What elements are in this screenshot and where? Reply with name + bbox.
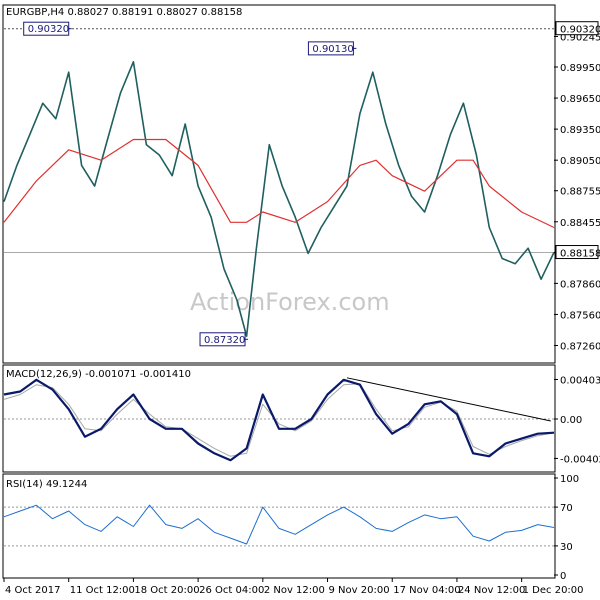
macd-ytick-label: -0.004021	[560, 454, 600, 465]
price-ytick-label: 0.87560	[560, 310, 600, 321]
rsi-ytick-label: 100	[560, 474, 579, 485]
price-ytick-label: 0.88755	[560, 187, 600, 198]
price-ytick-label: 0.87260	[560, 342, 600, 353]
rsi-header: RSI(14) 49.1244	[6, 479, 87, 490]
macd-header: MACD(12,26,9) -0.001071 -0.001410	[6, 369, 191, 380]
rsi-panel-frame	[2, 473, 556, 579]
x-tick-label: 2 Nov 12:00	[264, 585, 325, 596]
price-ytick-label: 0.89650	[560, 94, 600, 105]
watermark: ActionForex.com	[190, 288, 390, 316]
top-price-label: 0.90320	[560, 25, 600, 36]
last-price-box	[555, 245, 599, 260]
macd-ytick-label: 0.00403	[560, 375, 600, 386]
x-tick-label: 24 Nov 12:00	[458, 585, 525, 596]
annotation-label: 0.90130	[312, 44, 353, 55]
macd-line	[3, 378, 555, 462]
x-tick-label: 18 Oct 20:00	[134, 585, 199, 596]
macd-trendline	[346, 377, 551, 422]
price-ytick-label: 0.87860	[560, 279, 600, 290]
x-tick-label: 1 Dec 20:00	[523, 585, 584, 596]
x-tick-label: 9 Nov 20:00	[329, 585, 390, 596]
price-ytick-label: 0.90245	[560, 32, 600, 43]
price-header: EURGBP,H4 0.88027 0.88191 0.88027 0.8815…	[6, 7, 242, 18]
price-ytick-label: 0.89350	[560, 125, 600, 136]
price-panel-frame	[2, 4, 556, 364]
x-tick-label: 4 Oct 2017	[5, 585, 60, 596]
signal-line	[3, 383, 555, 457]
annotation-label: 0.87320	[204, 335, 245, 346]
moving-average-line	[3, 138, 555, 229]
rsi-layer: 100 70 30 0	[3, 474, 579, 582]
macd-ytick-label: 0.00	[560, 415, 582, 426]
x-tick-label: 26 Oct 04:00	[199, 585, 264, 596]
top-price-box	[555, 21, 599, 36]
rsi-ytick-label: 30	[560, 542, 573, 553]
x-tick-label: 11 Oct 12:00	[70, 585, 135, 596]
price-layer: 0.90245 0.89950 0.89650 0.89350 0.89050 0.887…	[3, 21, 600, 353]
annotation-label: 0.90320	[28, 24, 69, 35]
axis-layer: 4 Oct 2017 11 Oct 12:00 18 Oct 20:00 26 Oct…	[3, 578, 584, 596]
price-line	[3, 60, 555, 338]
rsi-line	[3, 504, 555, 545]
price-ytick-label: 0.88158	[560, 249, 600, 260]
x-tick-label: 17 Nov 04:00	[393, 585, 460, 596]
rsi-ytick-label: 70	[560, 503, 573, 514]
price-ytick-label: 0.88455	[560, 218, 600, 229]
macd-layer: 0.00403 0.00 -0.004021	[3, 375, 600, 465]
rsi-ytick-label: 0	[560, 571, 566, 582]
price-ytick-label: 0.89950	[560, 63, 600, 74]
price-ytick-label: 0.89050	[560, 156, 600, 167]
